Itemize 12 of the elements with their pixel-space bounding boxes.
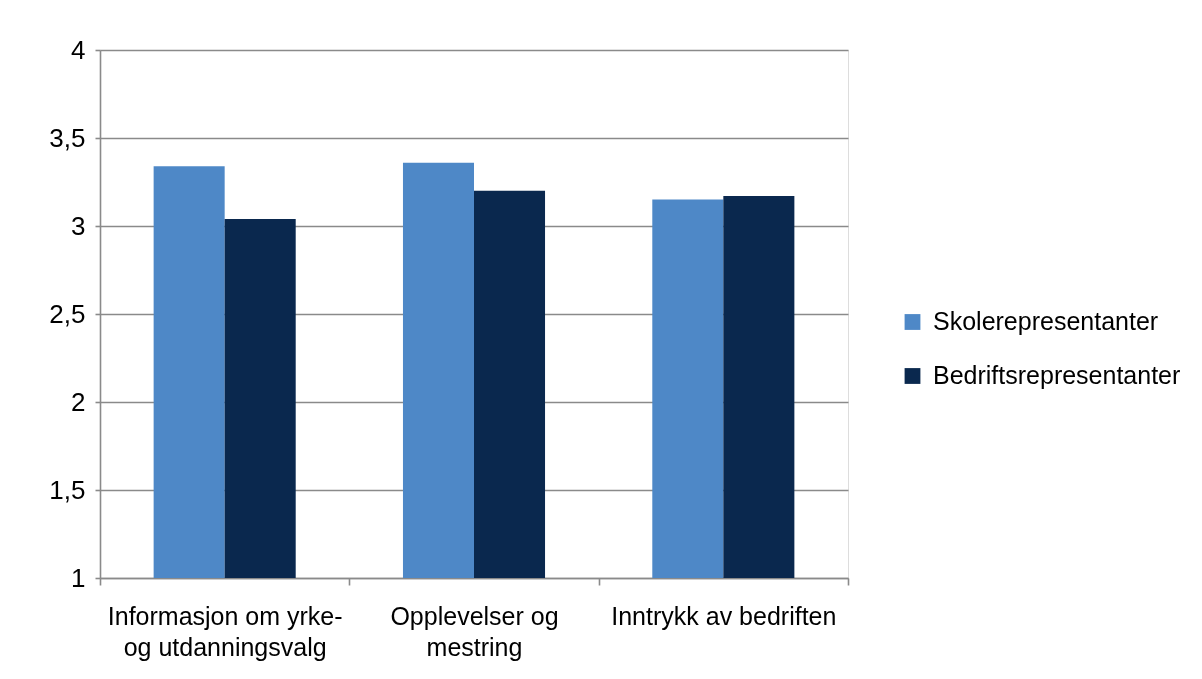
x-tick-label: Inntrykk av bedriften <box>611 601 837 630</box>
legend-label: Skolerepresentanter <box>933 307 1159 335</box>
y-tick-label: 3,5 <box>49 122 86 153</box>
y-tick-label: 1 <box>71 562 86 593</box>
x-tick-label: Opplevelser og mestring <box>390 601 559 661</box>
x-tick-label: Informasjon om yrke- og utdanningsvalg <box>107 601 343 661</box>
legend-label: Bedriftsrepresentanter <box>933 361 1181 389</box>
y-tick-label: 3 <box>71 210 86 241</box>
y-tick-label: 2,5 <box>49 298 86 329</box>
y-tick-label: 1,5 <box>49 474 86 505</box>
y-tick-label: 4 <box>71 34 86 65</box>
y-tick-label: 2 <box>71 386 86 417</box>
